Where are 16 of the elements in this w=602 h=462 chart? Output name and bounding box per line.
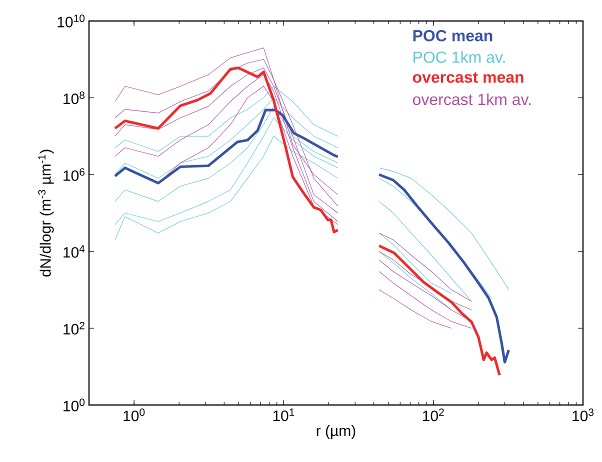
y-axis-title: dN/dlogr (m$^{-3}$ µm$^{-1}$) [38, 150, 54, 277]
x-axis-title: r (µm) [316, 425, 356, 440]
x-tick-label: 10$^{3}$ [572, 408, 594, 422]
x-tick-label: 10$^{1}$ [273, 408, 294, 422]
x-tick-label: 10$^{2}$ [422, 408, 444, 422]
text: overcast mean [412, 72, 524, 83]
y-tick-label: 10$^{2}$ [64, 322, 84, 335]
y-tick-label: 10$^{10}$ [58, 14, 85, 28]
y-tick-label: 10$^{0}$ [64, 398, 85, 412]
text: overcast 1km av. [412, 93, 531, 106]
text: POC mean [413, 30, 492, 42]
y-tick-label: 10$^{4}$ [64, 245, 85, 258]
x-tick-label: 10$^{0}$ [124, 408, 145, 422]
y-tick-label: 10$^{6}$ [64, 168, 85, 181]
y-tick-label: 10$^{8}$ [64, 91, 85, 104]
text: POC 1km av. [414, 51, 505, 63]
